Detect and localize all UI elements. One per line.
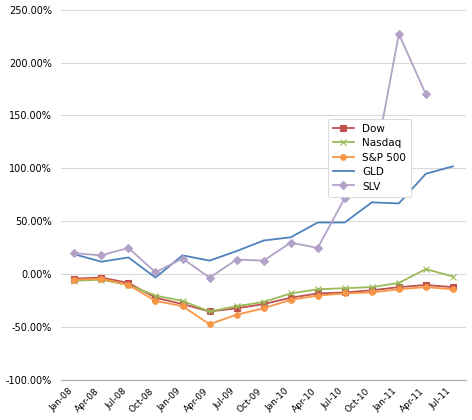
Nasdaq [207,309,212,314]
SLV [315,245,320,250]
Dow [207,309,212,314]
GLD [126,255,131,260]
Legend: Dow, Nasdaq, S&P 500, GLD, SLV: Dow, Nasdaq, S&P 500, GLD, SLV [328,118,411,197]
Nasdaq [152,293,158,298]
S&P 500 [99,276,104,281]
SLV [207,275,212,280]
SLV [369,176,375,181]
GLD [261,238,267,243]
SLV [126,245,131,250]
Dow [315,291,320,296]
Line: GLD: GLD [75,166,453,278]
SLV [180,256,185,261]
SLV [342,196,347,201]
S&P 500 [126,283,131,288]
S&P 500 [288,297,294,302]
Dow [423,283,429,288]
Nasdaq [180,298,185,303]
Dow [450,285,456,290]
SLV [288,240,294,245]
Line: Nasdaq: Nasdaq [72,266,455,314]
Dow [396,285,402,290]
Dow [342,290,347,295]
GLD [234,249,239,254]
S&P 500 [207,322,212,327]
SLV [396,32,402,37]
S&P 500 [396,287,402,292]
GLD [99,259,104,264]
Dow [72,276,77,281]
S&P 500 [180,304,185,309]
Nasdaq [99,277,104,282]
SLV [99,253,104,258]
GLD [288,235,294,240]
Dow [126,281,131,286]
GLD [369,200,375,205]
Nasdaq [261,299,267,304]
S&P 500 [234,312,239,317]
GLD [450,164,456,169]
S&P 500 [423,285,429,290]
S&P 500 [152,298,158,303]
Nasdaq [315,287,320,292]
Dow [369,288,375,293]
Nasdaq [72,278,77,283]
GLD [315,220,320,225]
Dow [180,302,185,307]
Nasdaq [288,291,294,296]
Line: S&P 500: S&P 500 [72,276,455,327]
S&P 500 [72,277,77,282]
SLV [234,257,239,262]
Dow [288,295,294,300]
Nasdaq [126,283,131,288]
Nasdaq [234,304,239,309]
Dow [234,306,239,311]
S&P 500 [342,291,347,296]
GLD [152,275,158,280]
GLD [207,258,212,263]
Nasdaq [450,274,456,279]
SLV [261,258,267,263]
GLD [423,171,429,176]
Dow [152,295,158,300]
Dow [261,302,267,307]
GLD [180,253,185,258]
S&P 500 [450,287,456,292]
Nasdaq [396,281,402,286]
Nasdaq [423,267,429,272]
SLV [423,92,429,97]
GLD [396,201,402,206]
GLD [342,220,347,225]
Dow [99,275,104,280]
S&P 500 [315,293,320,298]
Line: Dow: Dow [72,275,455,314]
S&P 500 [369,290,375,295]
Nasdaq [369,285,375,290]
SLV [152,270,158,275]
Line: SLV: SLV [72,31,429,281]
SLV [72,251,77,256]
GLD [72,252,77,257]
Nasdaq [342,286,347,291]
S&P 500 [261,306,267,311]
